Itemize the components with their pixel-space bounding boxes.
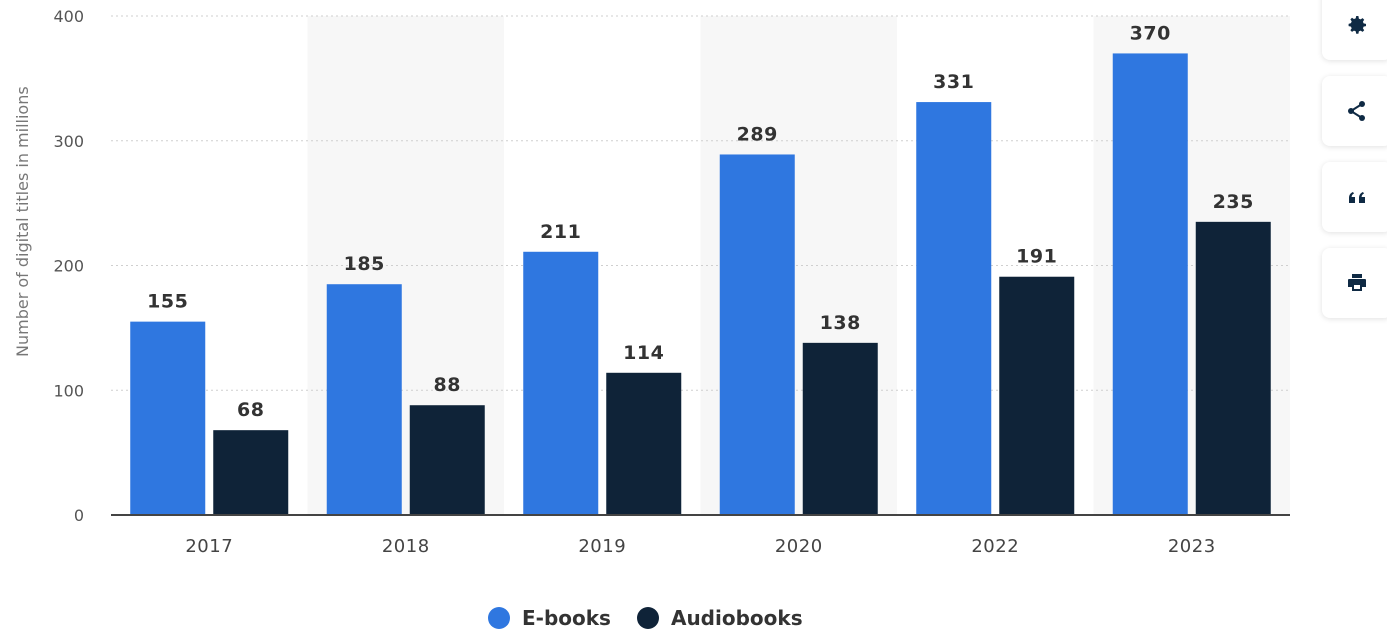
y-tick-label: 100 bbox=[53, 381, 84, 400]
data-label: 155 bbox=[147, 291, 188, 313]
y-tick-label: 200 bbox=[53, 257, 84, 276]
x-tick-label: 2020 bbox=[775, 536, 823, 557]
y-axis-label: Number of digital titles in millions bbox=[13, 86, 32, 357]
data-label: 191 bbox=[1016, 246, 1057, 268]
data-label: 88 bbox=[434, 374, 461, 396]
data-label: 235 bbox=[1213, 191, 1254, 213]
x-tick-label: 2023 bbox=[1168, 536, 1216, 557]
bar-audiobooks-2023[interactable] bbox=[1195, 221, 1271, 515]
chart: 155 68 185 88 211 114 289 138 331 191 370 235 0 100 2… bbox=[13, 7, 1290, 557]
bar-ebooks-2017[interactable] bbox=[130, 321, 206, 515]
data-label: 138 bbox=[820, 312, 861, 334]
bar-ebooks-2020[interactable] bbox=[719, 154, 795, 515]
y-tick-label: 0 bbox=[74, 506, 84, 525]
print-button[interactable] bbox=[1322, 248, 1387, 318]
x-tick-label: 2019 bbox=[578, 536, 626, 557]
gear-icon bbox=[1348, 16, 1366, 34]
data-label: 289 bbox=[737, 123, 778, 145]
x-tick-label: 2022 bbox=[971, 536, 1019, 557]
legend: E-books Audiobooks bbox=[488, 606, 829, 630]
bar-ebooks-2023[interactable] bbox=[1112, 53, 1188, 516]
print-icon bbox=[1348, 274, 1366, 291]
share-icon bbox=[1348, 101, 1365, 121]
legend-dot-ebooks bbox=[488, 607, 510, 629]
legend-dot-audiobooks bbox=[636, 607, 659, 629]
y-tick-label: 300 bbox=[53, 132, 84, 151]
data-label: 114 bbox=[623, 342, 664, 364]
bar-audiobooks-2018[interactable] bbox=[409, 405, 485, 515]
bar-ebooks-2019[interactable] bbox=[523, 251, 599, 515]
data-label: 370 bbox=[1130, 22, 1171, 44]
legend-label-audiobooks: Audiobooks bbox=[670, 606, 803, 630]
data-label: 185 bbox=[344, 253, 385, 275]
bar-ebooks-2022[interactable] bbox=[916, 102, 992, 515]
bar-audiobooks-2017[interactable] bbox=[213, 430, 289, 515]
bar-ebooks-2018[interactable] bbox=[326, 284, 402, 515]
bar-audiobooks-2020[interactable] bbox=[802, 342, 878, 515]
cite-button[interactable] bbox=[1322, 162, 1387, 232]
quote-icon bbox=[1349, 192, 1365, 203]
share-button[interactable] bbox=[1322, 76, 1387, 146]
settings-button[interactable] bbox=[1322, 0, 1387, 60]
bar-audiobooks-2022[interactable] bbox=[999, 276, 1075, 515]
legend-item-ebooks[interactable]: E-books bbox=[488, 606, 611, 630]
data-label: 68 bbox=[237, 399, 264, 421]
x-tick-label: 2018 bbox=[382, 536, 430, 557]
legend-item-audiobooks[interactable]: Audiobooks bbox=[636, 606, 803, 630]
legend-label-ebooks: E-books bbox=[522, 606, 611, 630]
data-label: 211 bbox=[540, 221, 581, 243]
x-tick-label: 2017 bbox=[185, 536, 233, 557]
bar-audiobooks-2019[interactable] bbox=[606, 372, 682, 515]
chart-toolbar bbox=[1322, 0, 1387, 334]
data-label: 331 bbox=[933, 71, 974, 93]
y-tick-label: 400 bbox=[53, 7, 84, 26]
